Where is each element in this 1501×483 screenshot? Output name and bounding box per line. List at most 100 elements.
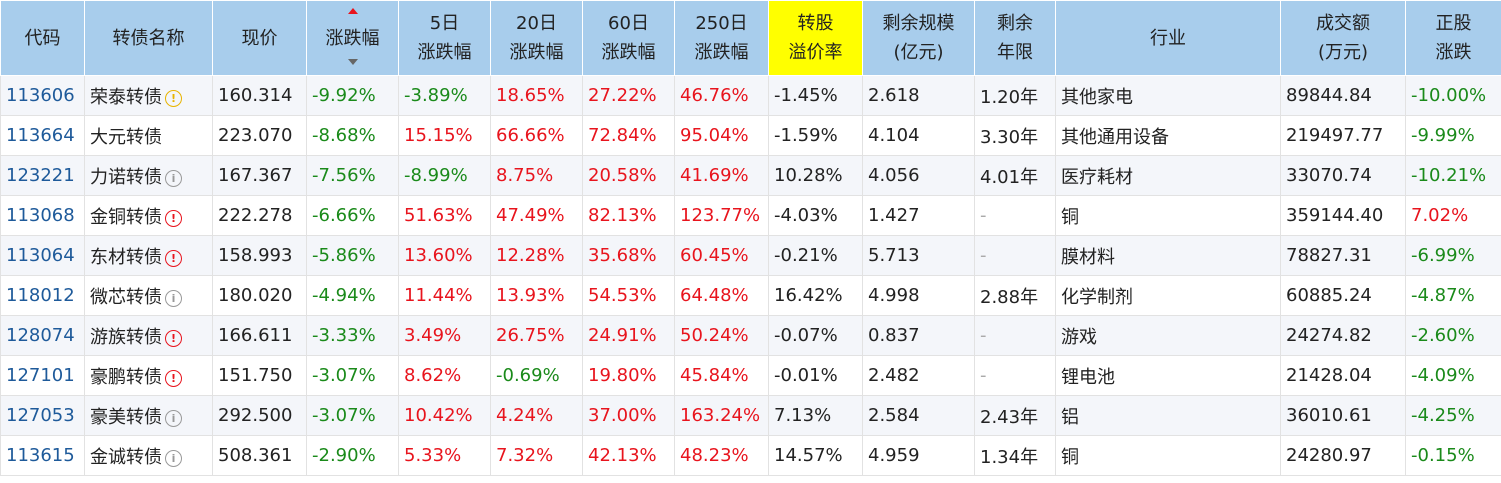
cell-industry: 其他通用设备: [1055, 115, 1281, 156]
alert-icon[interactable]: !: [165, 209, 182, 227]
cell-code[interactable]: 113064: [0, 235, 85, 276]
cell-code[interactable]: 113068: [0, 195, 85, 236]
cell-code[interactable]: 113606: [0, 75, 85, 116]
cell-volume: 89844.84: [1280, 75, 1406, 116]
cell-name[interactable]: 金诚转债 i: [84, 435, 213, 476]
cell-name[interactable]: 金铜转债!: [84, 195, 213, 236]
cell-chg60: 20.58%: [582, 155, 675, 196]
cell-chg250: 48.23%: [674, 435, 769, 476]
cell-stock_chg: 7.02%: [1405, 195, 1501, 236]
cell-chg60: 24.91%: [582, 315, 675, 356]
cell-chg: -3.07%: [306, 355, 399, 396]
cell-name[interactable]: 东材转债!: [84, 235, 213, 276]
cell-code[interactable]: 118012: [0, 275, 85, 316]
warning-icon[interactable]: !: [165, 89, 182, 107]
cell-stock_chg: -4.25%: [1405, 395, 1501, 436]
cell-name[interactable]: 游族转债!: [84, 315, 213, 356]
cell-premium: -1.45%: [768, 75, 863, 116]
cell-years: -: [974, 195, 1056, 236]
cell-chg250: 95.04%: [674, 115, 769, 156]
col-industry-header[interactable]: 行业: [1055, 0, 1281, 76]
alert-icon[interactable]: !: [165, 249, 182, 267]
cell-name[interactable]: 豪鹏转债!: [84, 355, 213, 396]
cell-volume: 60885.24: [1280, 275, 1406, 316]
cell-chg5: 11.44%: [398, 275, 491, 316]
cell-industry: 铜: [1055, 435, 1281, 476]
cell-price: 151.750: [212, 355, 307, 396]
cell-stock_chg: -9.99%: [1405, 115, 1501, 156]
info-icon[interactable]: i: [165, 409, 182, 427]
table-row[interactable]: 113615 金诚转债 i 508.361 -2.90% 5.33% 7.32% 42.13%…: [0, 435, 1501, 476]
cell-premium: -0.07%: [768, 315, 863, 356]
cell-chg: -4.94%: [306, 275, 399, 316]
cell-chg5: 10.42%: [398, 395, 491, 436]
col-scale-header[interactable]: 剩余规模 (亿元): [862, 0, 975, 76]
info-icon[interactable]: i: [165, 449, 182, 467]
cell-scale: 2.482: [862, 355, 975, 396]
col-chg60-header[interactable]: 60日 涨跌幅: [582, 0, 675, 76]
col-chg20-header[interactable]: 20日 涨跌幅: [490, 0, 583, 76]
info-icon[interactable]: i: [165, 289, 182, 307]
cell-chg20: -0.69%: [490, 355, 583, 396]
cell-code[interactable]: 113664: [0, 115, 85, 156]
cell-name[interactable]: 豪美转债 i: [84, 395, 213, 436]
col-price-header[interactable]: 现价: [212, 0, 307, 76]
col-chg-header[interactable]: 涨跌幅: [306, 0, 399, 76]
col-stock-chg-header[interactable]: 正股 涨跌: [1405, 0, 1501, 76]
cell-industry: 医疗耗材: [1055, 155, 1281, 196]
cell-volume: 36010.61: [1280, 395, 1406, 436]
table-row[interactable]: 118012 微芯转债 i 180.020 -4.94% 11.44% 13.93% 54.5…: [0, 275, 1501, 316]
info-icon[interactable]: i: [165, 169, 182, 187]
cell-chg20: 18.65%: [490, 75, 583, 116]
alert-icon[interactable]: !: [165, 369, 182, 387]
table-row[interactable]: 113068 金铜转债! 222.278 -6.66% 51.63% 47.49% 82.1…: [0, 195, 1501, 236]
cell-chg20: 4.24%: [490, 395, 583, 436]
table-body: 113606 荣泰转债! 160.314 -9.92% -3.89% 18.65% 27.2…: [0, 75, 1501, 476]
cell-code[interactable]: 113615: [0, 435, 85, 476]
col-chg250-header[interactable]: 250日 涨跌幅: [674, 0, 769, 76]
table-row[interactable]: 113064 东材转债! 158.993 -5.86% 13.60% 12.28% 35.6…: [0, 235, 1501, 276]
cell-chg: -3.33%: [306, 315, 399, 356]
cell-code[interactable]: 123221: [0, 155, 85, 196]
table-row[interactable]: 127101 豪鹏转债! 151.750 -3.07% 8.62% -0.69% 19.80…: [0, 355, 1501, 396]
col-name-header[interactable]: 转债名称: [84, 0, 213, 76]
col-premium-header[interactable]: 转股 溢价率: [768, 0, 863, 76]
cell-price: 158.993: [212, 235, 307, 276]
cell-chg60: 54.53%: [582, 275, 675, 316]
cell-years: -: [974, 355, 1056, 396]
col-chg5-header[interactable]: 5日 涨跌幅: [398, 0, 491, 76]
cell-code[interactable]: 127053: [0, 395, 85, 436]
cell-code[interactable]: 128074: [0, 315, 85, 356]
cell-scale: 1.427: [862, 195, 975, 236]
cell-name[interactable]: 微芯转债 i: [84, 275, 213, 316]
cell-name[interactable]: 荣泰转债!: [84, 75, 213, 116]
cell-code[interactable]: 127101: [0, 355, 85, 396]
table-row[interactable]: 113606 荣泰转债! 160.314 -9.92% -3.89% 18.65% 27.2…: [0, 75, 1501, 116]
cell-volume: 33070.74: [1280, 155, 1406, 196]
cell-chg250: 45.84%: [674, 355, 769, 396]
col-volume-header[interactable]: 成交额 (万元): [1280, 0, 1406, 76]
cell-premium: -0.21%: [768, 235, 863, 276]
cell-chg20: 13.93%: [490, 275, 583, 316]
col-code-header[interactable]: 代码: [0, 0, 85, 76]
table-row[interactable]: 128074 游族转债! 166.611 -3.33% 3.49% 26.75% 24.91…: [0, 315, 1501, 356]
cell-name[interactable]: 力诺转债 i: [84, 155, 213, 196]
cell-years: 4.01年: [974, 155, 1056, 196]
cell-years: 2.88年: [974, 275, 1056, 316]
cell-name[interactable]: 大元转债: [84, 115, 213, 156]
alert-icon[interactable]: !: [165, 329, 182, 347]
table-row[interactable]: 127053 豪美转债 i 292.500 -3.07% 10.42% 4.24% 37.00…: [0, 395, 1501, 436]
cell-years: -: [974, 235, 1056, 276]
cell-chg60: 35.68%: [582, 235, 675, 276]
cell-chg: -7.56%: [306, 155, 399, 196]
cell-chg60: 42.13%: [582, 435, 675, 476]
table-row[interactable]: 113664 大元转债 223.070 -8.68% 15.15% 66.66% 72.84…: [0, 115, 1501, 156]
col-years-header[interactable]: 剩余 年限: [974, 0, 1056, 76]
cell-price: 292.500: [212, 395, 307, 436]
cell-chg250: 163.24%: [674, 395, 769, 436]
cell-volume: 21428.04: [1280, 355, 1406, 396]
cell-chg60: 19.80%: [582, 355, 675, 396]
table-row[interactable]: 123221 力诺转债 i 167.367 -7.56% -8.99% 8.75% 20.58…: [0, 155, 1501, 196]
cell-volume: 24274.82: [1280, 315, 1406, 356]
